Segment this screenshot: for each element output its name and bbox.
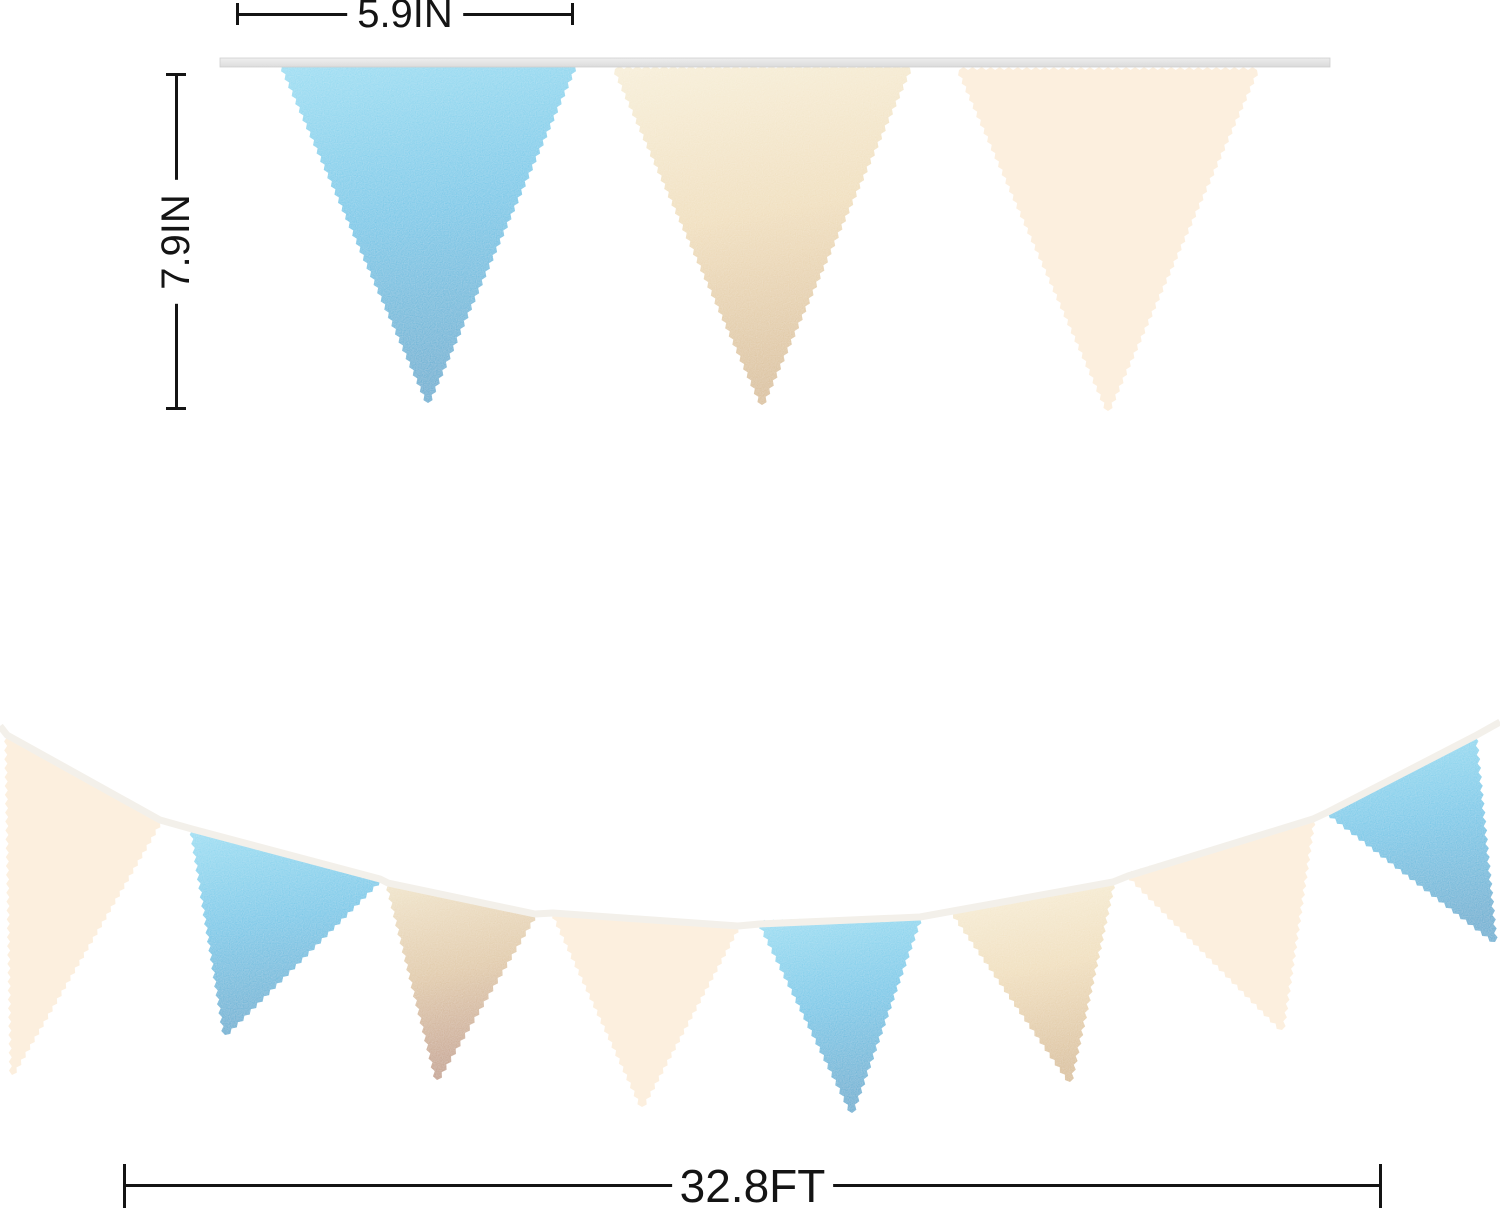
width-dimension-label: 5.9IN	[347, 0, 463, 34]
height-dimension-bottom-tick	[166, 407, 186, 410]
length-dimension-right-tick	[1379, 1164, 1382, 1208]
height-dimension: 7.9IN	[154, 73, 198, 410]
pennant-flag-blue	[1328, 736, 1498, 942]
pennant-flag-blue	[759, 915, 922, 1113]
length-dimension: 32.8FT	[123, 1163, 1382, 1208]
pennant-flag-cream	[4, 736, 161, 1075]
length-dimension-left-tick	[123, 1164, 126, 1208]
height-dimension-label: 7.9IN	[154, 179, 198, 304]
width-dimension-left-tick	[236, 3, 239, 25]
pennant-flag-cream	[552, 910, 739, 1107]
pennant-flag-cream	[958, 67, 1258, 411]
height-dimension-top-tick	[166, 73, 186, 76]
pennant-flag-cream	[1128, 818, 1316, 1030]
garland-string	[0, 718, 1500, 930]
hanging-ribbon	[219, 57, 1331, 68]
width-dimension-right-tick	[571, 3, 574, 25]
length-dimension-label: 32.8FT	[671, 1163, 834, 1208]
pennant-flag-blue	[281, 63, 576, 403]
pennant-flag-gold	[953, 880, 1115, 1082]
pennant-flag-blue	[189, 828, 380, 1035]
width-dimension: 5.9IN	[236, 0, 574, 34]
pennant-flag-gold	[386, 882, 536, 1080]
pennant-flag-gold	[614, 65, 911, 405]
